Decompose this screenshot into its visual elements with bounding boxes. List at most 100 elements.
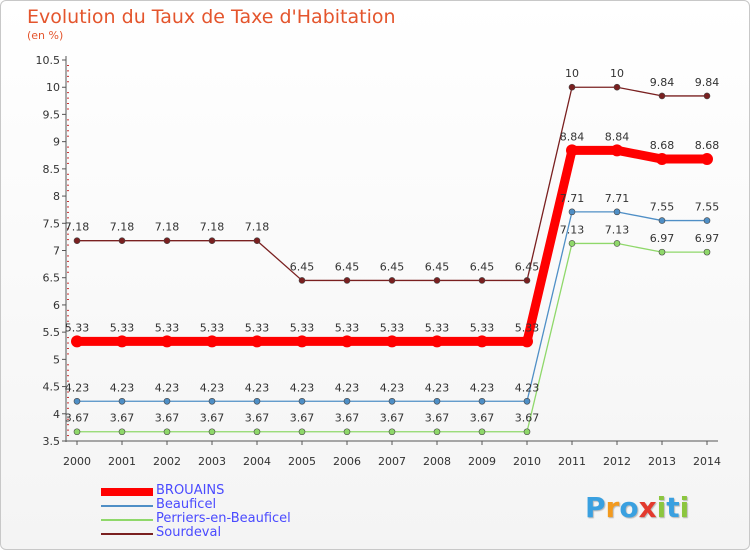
data-point bbox=[611, 144, 623, 157]
data-point bbox=[343, 277, 351, 284]
data-label: 7.18 bbox=[155, 221, 180, 234]
y-tick-label: 9.5 bbox=[43, 108, 61, 121]
data-label: 7.18 bbox=[110, 221, 135, 234]
data-point bbox=[658, 92, 666, 100]
data-label: 5.33 bbox=[65, 321, 90, 334]
x-tick-label: 2005 bbox=[288, 455, 316, 468]
data-point bbox=[703, 92, 711, 100]
data-point bbox=[433, 277, 441, 284]
data-point bbox=[73, 237, 81, 245]
data-point bbox=[163, 428, 171, 436]
legend-swatch bbox=[101, 488, 153, 496]
data-point bbox=[343, 397, 351, 405]
logo-letter: o bbox=[619, 491, 639, 524]
logo-letter: i bbox=[656, 491, 667, 524]
data-point bbox=[568, 83, 576, 91]
data-point bbox=[298, 277, 306, 284]
data-label: 4.23 bbox=[515, 381, 540, 394]
data-point bbox=[116, 335, 128, 348]
series-layer bbox=[71, 83, 713, 436]
data-point bbox=[568, 240, 576, 247]
data-point bbox=[566, 144, 578, 157]
data-label: 4.23 bbox=[470, 381, 495, 394]
logo-letter: x bbox=[638, 491, 657, 524]
data-point bbox=[701, 153, 713, 166]
x-tick-label: 2013 bbox=[648, 455, 676, 468]
data-label: 3.67 bbox=[110, 412, 135, 425]
data-label: 3.67 bbox=[380, 412, 405, 425]
data-point bbox=[253, 237, 261, 245]
data-label: 7.13 bbox=[560, 223, 585, 236]
data-label: 4.23 bbox=[335, 381, 360, 394]
data-point bbox=[613, 240, 621, 247]
data-point bbox=[73, 397, 81, 405]
logo-letter: i bbox=[679, 491, 690, 524]
data-label: 6.45 bbox=[380, 260, 405, 273]
data-label: 5.33 bbox=[425, 321, 450, 334]
x-tick-label: 2007 bbox=[378, 455, 406, 468]
data-point bbox=[656, 153, 668, 166]
y-tick-label: 8.5 bbox=[43, 163, 61, 176]
data-point bbox=[206, 335, 218, 348]
y-tick-label: 10.5 bbox=[36, 54, 61, 67]
data-point bbox=[523, 428, 531, 436]
data-label: 8.68 bbox=[650, 139, 675, 152]
y-tick-label: 5 bbox=[53, 353, 60, 366]
y-tick-label: 4 bbox=[53, 408, 60, 421]
y-tick-label: 9 bbox=[53, 136, 60, 149]
data-point bbox=[433, 397, 441, 405]
data-point bbox=[658, 248, 666, 256]
data-point bbox=[431, 335, 443, 348]
data-label: 7.18 bbox=[65, 221, 90, 234]
data-point bbox=[613, 208, 621, 216]
data-point bbox=[118, 428, 126, 436]
data-point bbox=[703, 217, 711, 224]
data-label: 5.33 bbox=[155, 321, 180, 334]
data-label: 7.71 bbox=[560, 192, 585, 205]
data-label: 10 bbox=[610, 67, 624, 80]
data-point bbox=[523, 397, 531, 405]
x-tick-label: 2008 bbox=[423, 455, 451, 468]
x-tick-label: 2009 bbox=[468, 455, 496, 468]
data-point bbox=[253, 428, 261, 436]
data-label: 6.45 bbox=[290, 260, 315, 273]
data-label: 8.84 bbox=[605, 130, 630, 143]
data-label: 4.23 bbox=[155, 381, 180, 394]
data-label-layer: 5.33 5.33 5.33 5.33 5.33 5.33 5.33 5.33 5.33 5.33… bbox=[65, 67, 720, 425]
data-label: 10 bbox=[565, 67, 579, 80]
legend-swatch bbox=[101, 519, 153, 521]
data-label: 6.45 bbox=[335, 260, 360, 273]
legend-swatch bbox=[101, 533, 153, 535]
data-label: 5.33 bbox=[245, 321, 270, 334]
x-tick-label: 2004 bbox=[243, 455, 271, 468]
data-label: 7.18 bbox=[245, 221, 270, 234]
data-label: 7.71 bbox=[605, 192, 630, 205]
data-label: 3.67 bbox=[470, 412, 495, 425]
data-point bbox=[521, 335, 533, 348]
data-point bbox=[208, 428, 216, 436]
data-point bbox=[71, 335, 83, 348]
data-point bbox=[163, 397, 171, 405]
legend-label: Perriers-en-Beauficel bbox=[156, 511, 291, 526]
data-point bbox=[476, 335, 488, 348]
series-line-4 bbox=[77, 86, 707, 282]
data-label: 4.23 bbox=[110, 381, 135, 394]
data-point bbox=[433, 428, 441, 436]
data-label: 3.67 bbox=[515, 412, 540, 425]
data-label: 6.45 bbox=[470, 260, 495, 273]
logo-letter: r bbox=[605, 491, 620, 524]
data-point bbox=[298, 397, 306, 405]
y-tick-label: 6 bbox=[53, 299, 60, 312]
data-label: 3.67 bbox=[425, 412, 450, 425]
data-point bbox=[613, 83, 621, 91]
data-point bbox=[478, 277, 486, 284]
y-tick-label: 8 bbox=[53, 190, 60, 203]
data-point bbox=[388, 428, 396, 436]
data-point bbox=[478, 428, 486, 436]
data-label: 3.67 bbox=[65, 412, 90, 425]
data-label: 6.97 bbox=[695, 232, 720, 245]
data-label: 7.18 bbox=[200, 221, 225, 234]
y-tick-label: 3.5 bbox=[43, 435, 61, 448]
axes: 3.5 4 4.5 5 5.5 6 6.5 7 7.5 8 8.5 9 9.5 10 10.5 2000 200… bbox=[36, 54, 722, 468]
